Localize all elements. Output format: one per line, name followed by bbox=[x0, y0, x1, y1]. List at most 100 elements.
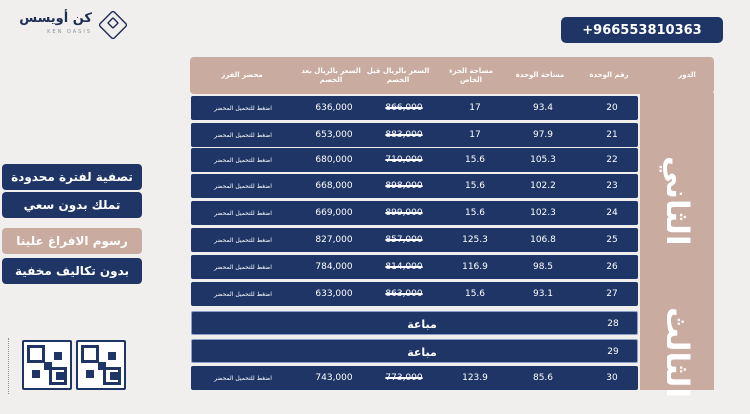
unit-number: 25 bbox=[606, 235, 618, 245]
private-area: 125.3 bbox=[462, 235, 488, 245]
brand-subtitle: KEN OASIS bbox=[47, 29, 92, 35]
price-before-value: 773,000 bbox=[385, 373, 423, 383]
download-record-link[interactable]: اضغط للتحميل المحضر bbox=[214, 131, 272, 139]
unit-area: 106.8 bbox=[530, 235, 556, 245]
private-area: 15.6 bbox=[464, 155, 486, 165]
download-record-link[interactable]: اضغط للتحميل المحضر bbox=[214, 374, 272, 382]
table-header: الدور رقم الوحدة مساحة الوحدة مساحة الجز… bbox=[190, 57, 714, 94]
table-row: 26 98.5 116.9 814,000 784,000 اضغط للتحميل ال… bbox=[191, 255, 638, 279]
qr-caption bbox=[3, 338, 17, 398]
private-area: 15.6 bbox=[464, 208, 486, 218]
unit-area: 93.1 bbox=[532, 289, 554, 299]
brand-name: كن أويسس bbox=[19, 11, 92, 26]
price-before-value: 710,000 bbox=[385, 155, 423, 165]
header-floor: الدور bbox=[678, 71, 696, 80]
phone-number[interactable]: +966553810363 bbox=[561, 17, 723, 43]
header-private-area: مساحة الجزء الخاص bbox=[449, 66, 493, 84]
table-row: 23 102.2 15.6 898,000 668,000 اضغط للتحميل ال… bbox=[191, 174, 638, 198]
table-row: 28 مباعة bbox=[191, 311, 638, 335]
table-row: 27 93.1 15.6 863,000 633,000 اضغط للتحميل الم… bbox=[191, 282, 638, 306]
offer-fees: رسوم الافراغ علينا bbox=[2, 228, 142, 254]
price-after: 669,000 bbox=[315, 208, 353, 218]
price-before: 863,000 bbox=[369, 282, 439, 306]
unit-number: 20 bbox=[606, 103, 618, 113]
unit-number: 23 bbox=[606, 181, 618, 191]
unit-number: 24 bbox=[606, 208, 618, 218]
qr-code-icon[interactable] bbox=[22, 340, 72, 390]
price-after: 827,000 bbox=[315, 235, 353, 245]
sold-label: مباعة bbox=[407, 345, 437, 359]
price-before-value: 898,000 bbox=[385, 181, 423, 191]
unit-area: 97.9 bbox=[532, 130, 554, 140]
header-price-before: السعر بالريال قبل الخصم bbox=[366, 66, 430, 84]
price-before: 899,000 bbox=[369, 201, 439, 225]
unit-area: 102.3 bbox=[530, 208, 556, 218]
download-record-link[interactable]: اضغط للتحميل المحضر bbox=[214, 236, 272, 244]
floor-label-third: الثالث bbox=[659, 306, 695, 399]
unit-number: 29 bbox=[607, 347, 619, 357]
sold-label: مباعة bbox=[407, 317, 437, 331]
unit-area: 102.2 bbox=[530, 181, 556, 191]
price-before-value: 883,000 bbox=[385, 130, 423, 140]
price-after: 653,000 bbox=[315, 130, 353, 140]
unit-area: 105.3 bbox=[530, 155, 556, 165]
price-after: 680,000 bbox=[315, 155, 353, 165]
price-before: 773,000 bbox=[369, 366, 439, 390]
table-row: 25 106.8 125.3 857,000 827,000 اضغط للتحميل ا… bbox=[191, 228, 638, 252]
table-row: 30 85.6 123.9 773,000 743,000 اضغط للتحميل ال… bbox=[191, 366, 638, 390]
table-row: 24 102.3 15.6 899,000 669,000 اضغط للتحميل ال… bbox=[191, 201, 638, 225]
table-row: 29 مباعة bbox=[191, 339, 638, 363]
header-sort-record: محضر الفرز bbox=[221, 71, 263, 80]
offer-ownership: تملك بدون سعي bbox=[2, 192, 142, 218]
download-record-link[interactable]: اضغط للتحميل المحضر bbox=[214, 209, 272, 217]
download-record-link[interactable]: اضغط للتحميل المحضر bbox=[214, 104, 272, 112]
price-before: 710,000 bbox=[369, 148, 439, 172]
price-before: 857,000 bbox=[369, 228, 439, 252]
unit-number: 26 bbox=[606, 262, 618, 272]
price-after: 633,000 bbox=[315, 289, 353, 299]
floor-column: الثاني الثالث bbox=[640, 93, 714, 399]
price-before: 814,000 bbox=[369, 255, 439, 279]
download-record-link[interactable]: اضغط للتحميل المحضر bbox=[214, 156, 272, 164]
price-before-value: 899,000 bbox=[385, 208, 423, 218]
private-area: 17 bbox=[469, 103, 481, 113]
private-area: 15.6 bbox=[464, 289, 486, 299]
private-area: 116.9 bbox=[462, 262, 488, 272]
price-before-value: 857,000 bbox=[385, 235, 423, 245]
unit-number: 21 bbox=[606, 130, 618, 140]
price-after: 784,000 bbox=[315, 262, 353, 272]
private-area: 123.9 bbox=[462, 373, 488, 383]
unit-number: 27 bbox=[606, 289, 618, 299]
price-before: 866,000 bbox=[369, 96, 439, 120]
unit-area: 98.5 bbox=[532, 262, 554, 272]
unit-number: 22 bbox=[606, 155, 618, 165]
table-row: 20 93.4 17 866,000 636,000 اضغط للتحميل المحض… bbox=[191, 96, 638, 120]
price-after: 668,000 bbox=[315, 181, 353, 191]
unit-area: 85.6 bbox=[532, 373, 554, 383]
price-before-value: 866,000 bbox=[385, 103, 423, 113]
header-unit-area: مساحة الوحدة bbox=[515, 71, 565, 80]
private-area: 17 bbox=[469, 130, 481, 140]
brand-logo: كن أويسس KEN OASIS bbox=[10, 8, 129, 42]
download-record-link[interactable]: اضغط للتحميل المحضر bbox=[214, 263, 272, 271]
price-before-value: 814,000 bbox=[385, 262, 423, 272]
unit-number: 28 bbox=[607, 319, 619, 329]
floor-label-second: الثاني bbox=[659, 155, 695, 246]
price-before: 898,000 bbox=[369, 174, 439, 198]
unit-number: 30 bbox=[606, 373, 618, 383]
diamond-logo-icon bbox=[97, 9, 129, 41]
download-record-link[interactable]: اضغط للتحميل المحضر bbox=[214, 182, 272, 190]
download-record-link[interactable]: اضغط للتحميل المحضر bbox=[214, 290, 272, 298]
price-after: 636,000 bbox=[315, 103, 353, 113]
table-row: 22 105.3 15.6 710,000 680,000 اضغط للتحميل ال… bbox=[191, 148, 638, 172]
price-after: 743,000 bbox=[315, 373, 353, 383]
offer-limited: تصفية لفترة محدودة bbox=[2, 164, 142, 190]
header-unit-no: رقم الوحدة bbox=[589, 71, 629, 80]
price-before: 883,000 bbox=[369, 123, 439, 147]
private-area: 15.6 bbox=[464, 181, 486, 191]
qr-code-icon[interactable] bbox=[76, 340, 126, 390]
offer-no-hidden: بدون تكاليف مخفية bbox=[2, 258, 142, 284]
price-before-value: 863,000 bbox=[385, 289, 423, 299]
unit-area: 93.4 bbox=[532, 103, 554, 113]
table-row: 21 97.9 17 883,000 653,000 اضغط للتحميل المحض… bbox=[191, 123, 638, 147]
